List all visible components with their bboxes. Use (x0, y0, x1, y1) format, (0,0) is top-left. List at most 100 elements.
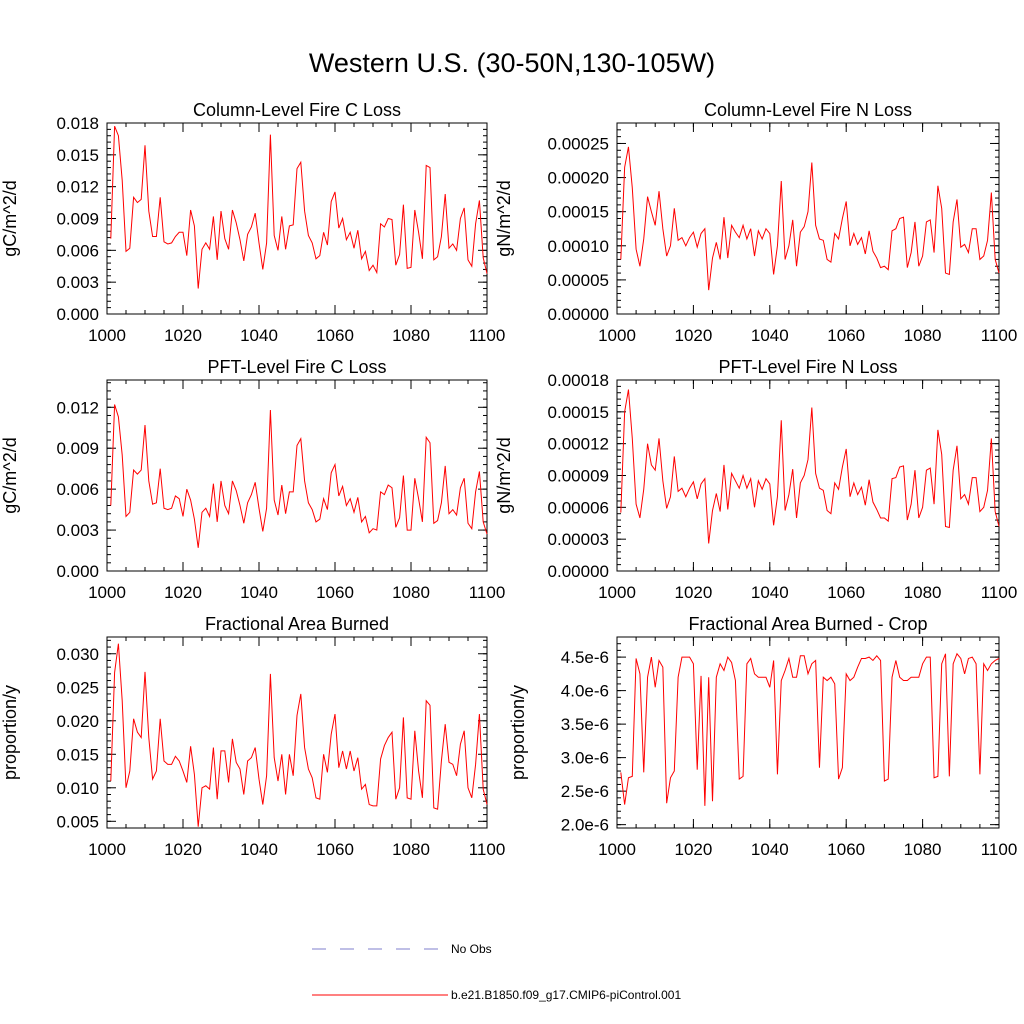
series-line (620, 389, 1000, 544)
series-line (620, 652, 1000, 806)
x-tick-label: 1060 (827, 583, 865, 602)
legend-obs-label: No Obs (451, 942, 492, 956)
y-tick-label: 3.5e-6 (561, 715, 609, 734)
x-tick-label: 1100 (981, 840, 1018, 859)
x-tick-label: 1000 (598, 326, 636, 345)
y-tick-label: 0.012 (56, 178, 99, 197)
chart-5: Fractional Area Burned 1000 1020 1040 1060 10… (0, 614, 505, 859)
series-line (110, 643, 488, 827)
chart-title: Column-Level Fire N Loss (704, 100, 912, 120)
y-axis-label: proportion/y (508, 685, 528, 780)
y-tick-label: 0.003 (56, 521, 99, 540)
page-title: Western U.S. (30-50N,130-105W) (308, 48, 716, 78)
x-tick-label: 1020 (674, 326, 712, 345)
y-tick-label: 3.0e-6 (561, 749, 609, 768)
y-tick-label: 0.000 (56, 562, 99, 581)
y-tick-label: 0.00006 (548, 498, 609, 517)
x-tick-label: 1080 (392, 326, 430, 345)
y-tick-label: 0.000 (56, 305, 99, 324)
x-tick-label: 1000 (598, 583, 636, 602)
y-tick-label: 0.00010 (548, 237, 609, 256)
x-tick-label: 1000 (88, 326, 126, 345)
legend: No Obs b.e21.B1850.f09_g17.CMIP6-piContro… (312, 942, 681, 1002)
chart-3: PFT-Level Fire C Loss 1000 1020 1040 1060 108… (0, 357, 505, 602)
y-tick-label: 0.015 (56, 146, 99, 165)
y-tick-label: 2.0e-6 (561, 816, 609, 835)
y-tick-label: 0.00000 (548, 305, 609, 324)
y-tick-label: 0.00025 (548, 134, 609, 153)
series-line (110, 125, 488, 289)
x-tick-label: 1020 (674, 583, 712, 602)
y-tick-label: 0.003 (56, 273, 99, 292)
y-tick-label: 2.5e-6 (561, 782, 609, 801)
y-tick-label: 0.00018 (548, 371, 609, 390)
chart-title: Column-Level Fire C Loss (193, 100, 401, 120)
x-tick-label: 1020 (164, 583, 202, 602)
x-tick-label: 1100 (981, 583, 1018, 602)
x-tick-label: 1040 (751, 326, 789, 345)
y-tick-label: 0.00015 (548, 203, 609, 222)
chart-1: Column-Level Fire C Loss 1000 1020 1040 1060… (0, 100, 505, 345)
plot-frame (106, 379, 488, 572)
series-line (620, 146, 1000, 291)
plot-frame (106, 636, 488, 829)
x-tick-label: 1040 (751, 583, 789, 602)
x-tick-label: 1100 (469, 583, 506, 602)
x-tick-label: 1100 (981, 326, 1018, 345)
y-tick-label: 0.015 (56, 745, 99, 764)
x-tick-label: 1080 (904, 840, 942, 859)
y-tick-label: 0.00020 (548, 169, 609, 188)
plot-frame (616, 122, 1000, 315)
x-tick-label: 1040 (240, 326, 278, 345)
x-tick-label: 1020 (164, 326, 202, 345)
y-axis-label: gN/m^2/d (494, 437, 514, 513)
y-tick-label: 0.00015 (548, 403, 609, 422)
y-tick-label: 0.020 (56, 712, 99, 731)
x-tick-label: 1040 (240, 840, 278, 859)
x-tick-label: 1080 (904, 583, 942, 602)
y-axis-label: gN/m^2/d (494, 180, 514, 256)
y-tick-label: 0.009 (56, 210, 99, 229)
x-tick-label: 1060 (316, 583, 354, 602)
x-tick-label: 1060 (316, 326, 354, 345)
y-tick-label: 0.030 (56, 645, 99, 664)
x-tick-label: 1080 (904, 326, 942, 345)
y-tick-label: 0.006 (56, 241, 99, 260)
plot-frame (106, 122, 488, 315)
y-axis-label: gC/m^2/d (0, 180, 20, 256)
chart-title: PFT-Level Fire N Loss (718, 357, 897, 377)
x-tick-label: 1020 (674, 840, 712, 859)
chart-title: PFT-Level Fire C Loss (207, 357, 386, 377)
y-axis-label: proportion/y (0, 685, 20, 780)
chart-6: Fractional Area Burned - Crop 1000 1020 104… (508, 614, 1017, 859)
y-tick-label: 0.009 (56, 439, 99, 458)
y-tick-label: 0.00000 (548, 562, 609, 581)
x-tick-label: 1100 (469, 326, 506, 345)
legend-model-label: b.e21.B1850.f09_g17.CMIP6-piControl.001 (451, 988, 681, 1002)
x-tick-label: 1100 (469, 840, 506, 859)
x-tick-label: 1000 (88, 840, 126, 859)
x-tick-label: 1080 (392, 583, 430, 602)
x-tick-label: 1060 (827, 840, 865, 859)
y-tick-label: 0.010 (56, 779, 99, 798)
y-tick-label: 4.0e-6 (561, 682, 609, 701)
y-tick-label: 0.005 (56, 812, 99, 831)
y-tick-label: 0.025 (56, 678, 99, 697)
plot-frame (616, 379, 1000, 572)
series-line (110, 404, 488, 548)
x-tick-label: 1040 (240, 583, 278, 602)
x-tick-label: 1000 (598, 840, 636, 859)
y-tick-label: 0.00003 (548, 530, 609, 549)
y-tick-label: 0.00009 (548, 467, 609, 486)
chart-2: Column-Level Fire N Loss 1000 1020 1040 1060… (494, 100, 1017, 345)
chart-4: PFT-Level Fire N Loss 1000 1020 1040 1060 108… (494, 357, 1017, 602)
y-tick-label: 4.5e-6 (561, 648, 609, 667)
x-tick-label: 1080 (392, 840, 430, 859)
x-tick-label: 1000 (88, 583, 126, 602)
y-tick-label: 0.006 (56, 480, 99, 499)
x-tick-label: 1020 (164, 840, 202, 859)
y-tick-label: 0.00005 (548, 271, 609, 290)
y-tick-label: 0.018 (56, 114, 99, 133)
y-tick-label: 0.012 (56, 398, 99, 417)
